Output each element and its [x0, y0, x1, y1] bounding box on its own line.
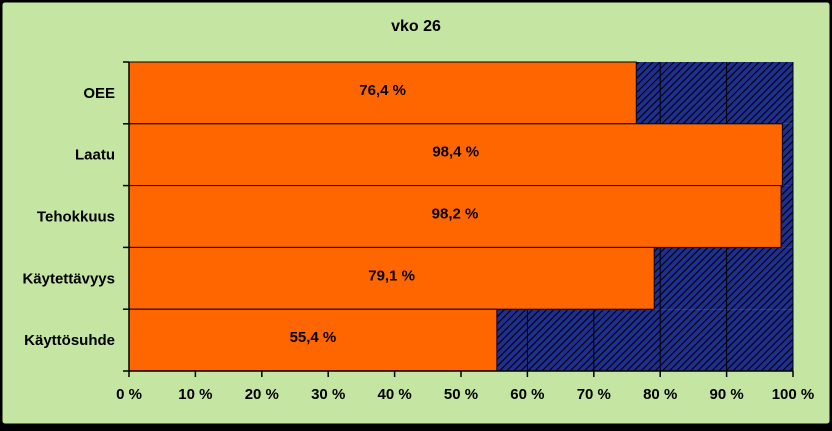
data-label: 98,4 % — [432, 144, 479, 161]
x-tick-label: 30 % — [311, 386, 345, 403]
category-label: Laatu — [75, 147, 115, 164]
x-tick-label: 60 % — [510, 386, 544, 403]
x-tick-label: 100 % — [772, 386, 815, 403]
data-label: 76,4 % — [359, 82, 406, 99]
remainder-bar — [782, 123, 793, 186]
remainder-bar — [654, 247, 793, 310]
value-bar — [128, 61, 637, 125]
data-label: 98,2 % — [432, 205, 479, 222]
category-label: Käyttösuhde — [24, 332, 115, 349]
data-label: 55,4 % — [290, 329, 337, 346]
x-tick-label: 40 % — [377, 386, 411, 403]
category-label: Tehokkuus — [37, 208, 115, 225]
category-label: OEE — [83, 85, 115, 102]
remainder-bar — [636, 62, 793, 124]
x-tick-label: 50 % — [444, 386, 478, 403]
x-tick-label: 90 % — [709, 386, 743, 403]
x-tick-label: 70 % — [577, 386, 611, 403]
chart-title: vko 26 — [391, 18, 441, 35]
x-tick-label: 80 % — [643, 386, 677, 403]
value-bar — [128, 246, 655, 310]
remainder-bar — [496, 309, 793, 371]
x-tick-label: 20 % — [245, 386, 279, 403]
data-label: 79,1 % — [368, 267, 415, 284]
x-tick-label: 0 % — [116, 386, 142, 403]
category-label: Käytettävyys — [22, 270, 115, 287]
x-tick-label: 10 % — [178, 386, 212, 403]
remainder-bar — [781, 185, 793, 248]
